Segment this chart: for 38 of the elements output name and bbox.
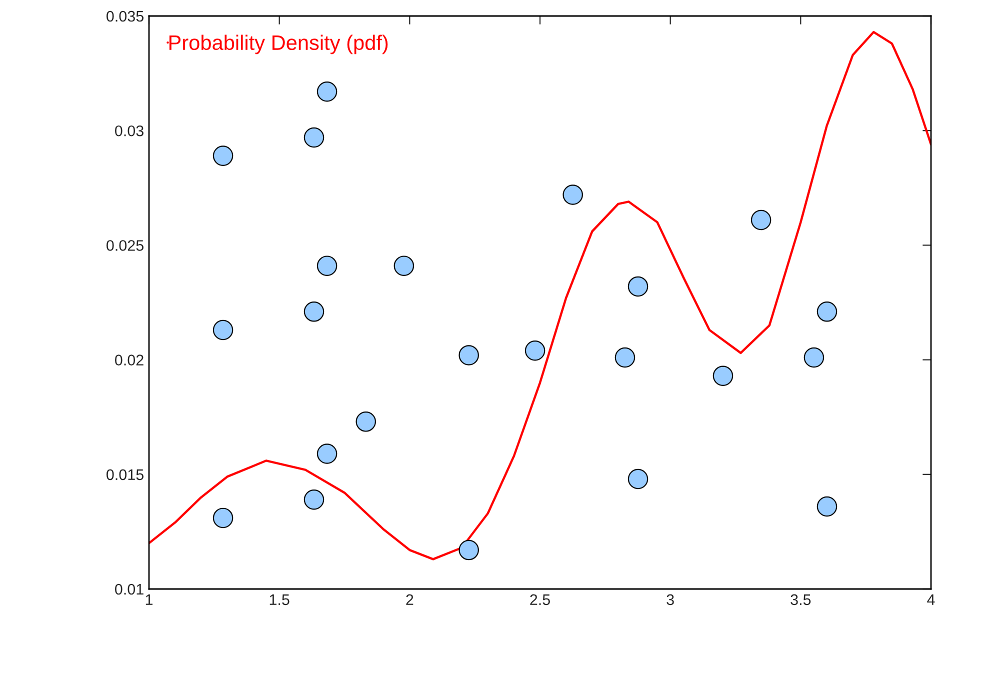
point bbox=[712, 366, 734, 386]
point bbox=[614, 347, 636, 368]
x-tick-label: 2.5 bbox=[530, 594, 550, 606]
point bbox=[304, 302, 324, 322]
point bbox=[628, 276, 648, 297]
x-tick-label: 1.5 bbox=[270, 594, 290, 606]
point bbox=[750, 210, 772, 230]
point bbox=[628, 468, 648, 490]
point bbox=[524, 340, 546, 361]
y-tick-label: 0.015 bbox=[106, 469, 144, 480]
x-tick-label: 4 bbox=[927, 594, 935, 605]
x-tick-label: 2 bbox=[406, 594, 414, 605]
point bbox=[394, 256, 414, 276]
line-series bbox=[149, 30, 931, 560]
y-tick-label: 0.035 bbox=[106, 10, 144, 22]
point bbox=[562, 184, 583, 205]
point bbox=[356, 412, 376, 432]
point bbox=[304, 127, 324, 148]
point bbox=[304, 489, 324, 510]
x-tick-label: 3.5 bbox=[790, 594, 811, 606]
y-tick-label: 0.02 bbox=[115, 354, 144, 366]
point bbox=[212, 146, 234, 166]
point bbox=[212, 320, 234, 340]
point bbox=[804, 347, 824, 368]
point bbox=[458, 345, 479, 366]
point bbox=[816, 496, 838, 517]
point bbox=[816, 302, 838, 322]
x-tick-label: 1 bbox=[146, 594, 153, 605]
legend-label: Probability Density (pdf) bbox=[169, 34, 388, 54]
y-tick-label: 0.025 bbox=[106, 240, 144, 251]
point bbox=[458, 540, 479, 560]
x-tick-label: 3 bbox=[666, 594, 674, 606]
point bbox=[212, 508, 234, 528]
point bbox=[316, 82, 338, 102]
y-tick-label: 0.01 bbox=[115, 584, 144, 595]
point bbox=[316, 256, 338, 276]
y-tick-label: 0.03 bbox=[115, 125, 144, 136]
point bbox=[316, 444, 338, 464]
